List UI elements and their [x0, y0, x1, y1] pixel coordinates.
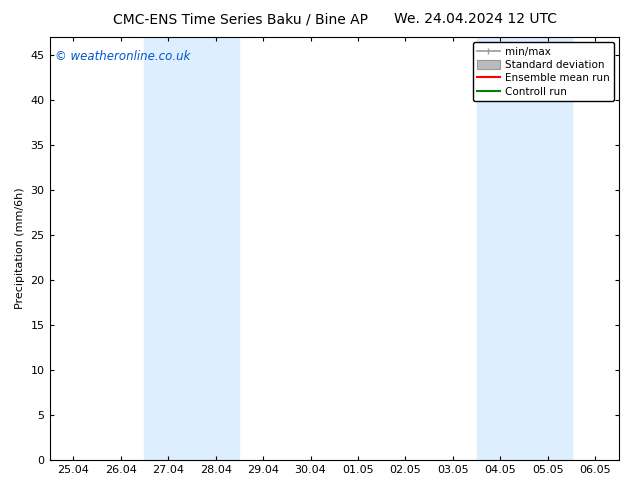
Bar: [145, 37, 240, 460]
Bar: [477, 37, 571, 460]
Y-axis label: Precipitation (mm/6h): Precipitation (mm/6h): [15, 188, 25, 309]
Text: We. 24.04.2024 12 UTC: We. 24.04.2024 12 UTC: [394, 12, 557, 26]
Legend: min/max, Standard deviation, Ensemble mean run, Controll run: min/max, Standard deviation, Ensemble me…: [472, 42, 614, 101]
Text: © weatheronline.co.uk: © weatheronline.co.uk: [55, 50, 191, 63]
Text: CMC-ENS Time Series Baku / Bine AP: CMC-ENS Time Series Baku / Bine AP: [113, 12, 368, 26]
